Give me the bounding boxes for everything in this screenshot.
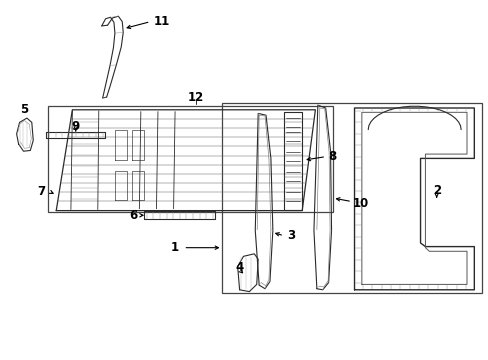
Text: 2: 2 (433, 184, 441, 197)
Text: 5: 5 (20, 103, 28, 116)
Text: 3: 3 (286, 229, 294, 242)
Text: 1: 1 (171, 241, 179, 254)
Bar (48, 106, 332, 212)
Text: 7: 7 (38, 185, 45, 198)
Text: 8: 8 (328, 150, 336, 163)
Text: 10: 10 (352, 197, 368, 210)
Text: 6: 6 (129, 209, 137, 222)
Bar (222, 103, 481, 293)
Text: 9: 9 (72, 120, 80, 132)
Text: 4: 4 (235, 261, 243, 274)
Text: 11: 11 (153, 15, 169, 28)
Text: 12: 12 (187, 91, 203, 104)
